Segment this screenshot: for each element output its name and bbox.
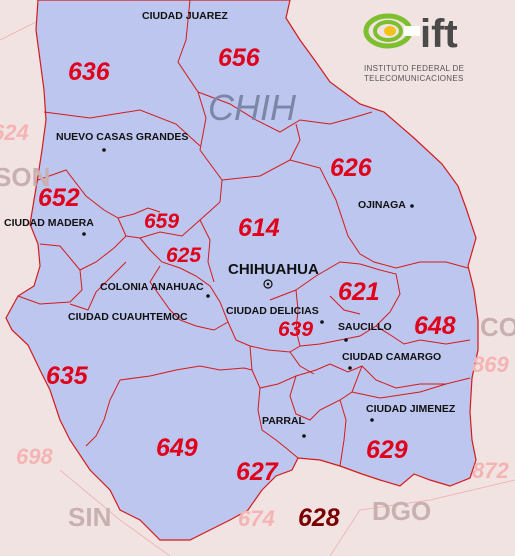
ift-logo-line1: INSTITUTO FEDERAL DE bbox=[364, 64, 464, 73]
neighbor-area-code: 698 bbox=[16, 444, 53, 469]
city-label: CIUDAD DELICIAS bbox=[226, 305, 319, 317]
area-code-label: 625 bbox=[166, 244, 201, 267]
area-code-label: 635 bbox=[46, 362, 89, 390]
state-shape-chihuahua bbox=[5, 0, 479, 541]
neighbor-area-code: 872 bbox=[472, 458, 509, 483]
neighbor-state-label: CO bbox=[480, 312, 515, 342]
ift-wordmark: ift bbox=[420, 12, 458, 56]
area-code-label: 628 bbox=[298, 504, 340, 532]
neighbor-area-code: 674 bbox=[238, 506, 275, 531]
city-label: PARRAL bbox=[262, 415, 306, 427]
area-code-label: 659 bbox=[144, 210, 179, 233]
city-label: CIUDAD JIMENEZ bbox=[366, 403, 456, 415]
ift-logo-line2: TELECOMUNICACIONES bbox=[364, 74, 464, 83]
area-code-label: 648 bbox=[414, 312, 456, 340]
city-label: CIUDAD CAMARGO bbox=[342, 351, 441, 363]
area-code-label: 621 bbox=[338, 278, 380, 306]
ift-logo-swirl-icon bbox=[363, 13, 420, 49]
area-code-label: 627 bbox=[236, 458, 279, 486]
area-code-label: 629 bbox=[366, 436, 408, 464]
city-dot-markers bbox=[82, 148, 414, 438]
area-code-label: 626 bbox=[330, 154, 373, 182]
state-name-label: CHIH bbox=[208, 87, 297, 128]
city-label: CIUDAD MADERA bbox=[4, 217, 94, 229]
area-code-label: 656 bbox=[218, 44, 261, 72]
capital-marker-icon bbox=[263, 279, 273, 289]
neighbor-border bbox=[59, 469, 171, 556]
neighbor-state-label: SON bbox=[0, 162, 50, 192]
area-code-label: 614 bbox=[238, 214, 280, 242]
area-code-label: 636 bbox=[68, 58, 111, 86]
neighbor-border bbox=[329, 479, 515, 556]
neighbor-area-code: 624 bbox=[0, 120, 29, 145]
region-borders bbox=[17, 0, 471, 467]
area-code-label: 639 bbox=[278, 318, 313, 341]
city-label: CIUDAD JUAREZ bbox=[142, 10, 228, 22]
city-label: SAUCILLO bbox=[338, 321, 392, 333]
area-code-label: 649 bbox=[156, 434, 198, 462]
ift-logo: ift INSTITUTO FEDERAL DE TELECOMUNICACIO… bbox=[363, 12, 464, 83]
neighbor-area-code: 869 bbox=[472, 352, 509, 377]
neighbor-state-label: DGO bbox=[372, 496, 431, 526]
city-label: COLONIA ANAHUAC bbox=[100, 281, 204, 293]
capital-label: CHIHUAHUA bbox=[228, 261, 319, 278]
city-label: NUEVO CASAS GRANDES bbox=[56, 131, 188, 143]
city-label: OJINAGA bbox=[358, 199, 406, 211]
neighbor-state-label: SIN bbox=[68, 502, 111, 532]
area-code-label: 652 bbox=[38, 184, 80, 212]
city-label: CIUDAD CUAUHTEMOC bbox=[68, 311, 188, 323]
